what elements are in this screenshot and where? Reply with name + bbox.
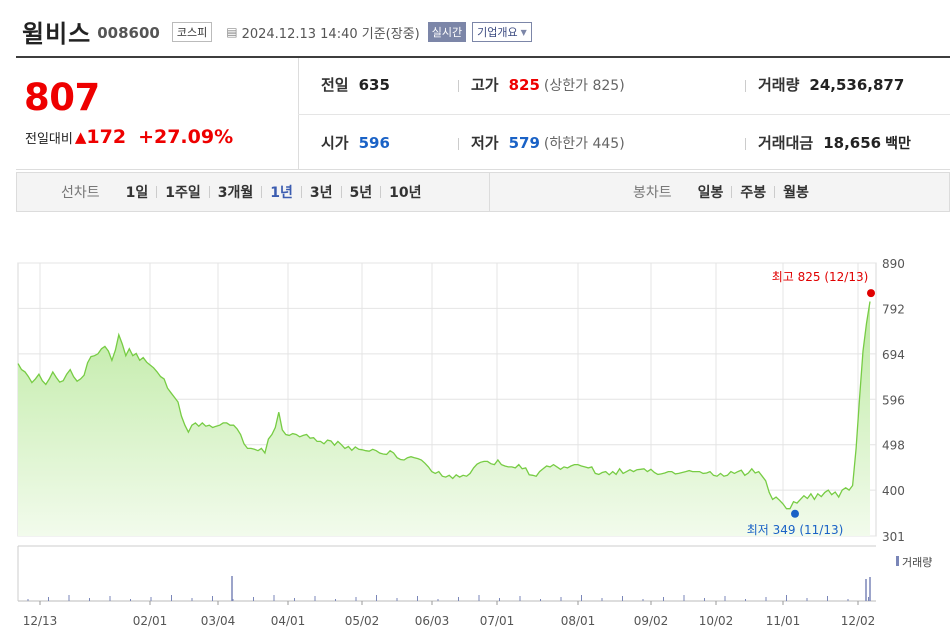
divider [208, 186, 210, 198]
min-label: 최저 349 (11/13) [747, 523, 844, 537]
y-tick-label: 596 [882, 393, 905, 407]
day-low: 저가 579 (하한가 445) [471, 133, 625, 153]
divider [774, 186, 776, 198]
quote-panel: 807 전일대비 ▲ 172 +27.09% 전일 635 고가 825 (상한가 8… [16, 56, 950, 170]
x-tick-label: 06/03 [415, 614, 450, 628]
y-tick-label: 792 [882, 302, 905, 316]
y-tick-label: 694 [882, 348, 905, 362]
tab-5y[interactable]: 5년 [349, 185, 373, 201]
divider [156, 186, 158, 198]
divider [300, 186, 302, 198]
divider [340, 186, 342, 198]
chevron-down-icon: ▼ [520, 27, 527, 37]
change-label: 전일대비 [25, 131, 73, 147]
stock-header: 윌비스 008600 코스피 ▤ 2024.12.13 14:40 기준(장중)… [22, 14, 532, 48]
realtime-button[interactable]: 실시간 [427, 22, 467, 42]
tab-10y[interactable]: 10년 [389, 185, 422, 201]
candle-chart-tabs: 봉차트 일봉 주봉 월봉 [633, 173, 817, 211]
up-triangle-icon: ▲ [74, 128, 87, 146]
tab-daily[interactable]: 일봉 [697, 185, 724, 201]
y-tick-label: 498 [882, 439, 905, 453]
tab-3y[interactable]: 3년 [309, 185, 333, 201]
tab-1d[interactable]: 1일 [125, 185, 149, 201]
x-tick-label: 10/02 [699, 614, 734, 628]
x-tick-label: 04/01 [271, 614, 306, 628]
y-tick-label: 890 [882, 257, 905, 271]
volume-legend-swatch [896, 556, 899, 566]
change-percent: +27.09% [138, 126, 234, 148]
tab-weekly[interactable]: 주봉 [740, 185, 767, 201]
stock-name: 윌비스 [22, 19, 92, 48]
open-price: 시가 596 [321, 133, 390, 153]
tab-monthly[interactable]: 월봉 [783, 185, 809, 201]
line-chart-tabs: 선차트 1일 1주일 3개월 1년 3년 5년 10년 [61, 173, 430, 211]
stock-code: 008600 [97, 24, 160, 42]
x-tick-label: 12/02 [841, 614, 876, 628]
candle-chart-title: 봉차트 [633, 185, 672, 201]
divider [489, 173, 490, 211]
day-high: 고가 825 (상한가 825) [471, 75, 625, 95]
divider [458, 138, 459, 150]
divider [261, 186, 263, 198]
x-tick-label: 07/01 [480, 614, 515, 628]
line-chart-title: 선차트 [61, 185, 100, 201]
x-tick-label: 08/01 [561, 614, 596, 628]
divider [745, 80, 746, 92]
tab-3m[interactable]: 3개월 [217, 185, 254, 201]
max-label: 최고 825 (12/13) [772, 270, 869, 284]
divider [745, 138, 746, 150]
trade-value: 거래대금 18,656 백만 [758, 133, 911, 153]
divider [731, 186, 733, 198]
price-area [18, 301, 870, 536]
y-tick-label: 301 [882, 530, 905, 544]
change-row: 전일대비 ▲ 172 +27.09% [25, 126, 233, 148]
chart-tabs: 선차트 1일 1주일 3개월 1년 3년 5년 10년 봉차트 일봉 주봉 월봉 [16, 172, 950, 212]
divider [380, 186, 382, 198]
tab-1y[interactable]: 1년 [270, 185, 293, 201]
y-tick-label: 400 [882, 484, 905, 498]
current-price: 807 [24, 76, 100, 119]
min-marker [791, 509, 799, 518]
prev-close: 전일 635 [321, 75, 390, 95]
price-line [17, 301, 871, 510]
x-tick-label: 05/02 [345, 614, 380, 628]
max-marker [867, 289, 875, 298]
volume-legend-label: 거래량 [902, 556, 932, 569]
x-tick-label: 09/02 [634, 614, 669, 628]
x-tick-label: 11/01 [766, 614, 801, 628]
timestamp: 2024.12.13 14:40 기준(장중) [241, 26, 420, 42]
divider [458, 80, 459, 92]
company-info-dropdown[interactable]: 기업개요 ▼ [472, 22, 532, 42]
x-tick-label: 02/01 [133, 614, 168, 628]
volume: 거래량 24,536,877 [758, 75, 905, 95]
calendar-icon: ▤ [226, 25, 238, 39]
tab-1w[interactable]: 1주일 [165, 185, 201, 201]
price-cell: 807 전일대비 ▲ 172 +27.09% [16, 58, 299, 170]
change-amount: 172 [86, 126, 127, 148]
price-chart: 890 792 694 596 498 400 301 12/13 02/01 03/04 04/0… [17, 257, 932, 628]
x-tick-label: 12/13 [23, 614, 58, 628]
x-tick-label: 03/04 [201, 614, 236, 628]
market-badge: 코스피 [171, 22, 213, 42]
divider [298, 114, 950, 115]
